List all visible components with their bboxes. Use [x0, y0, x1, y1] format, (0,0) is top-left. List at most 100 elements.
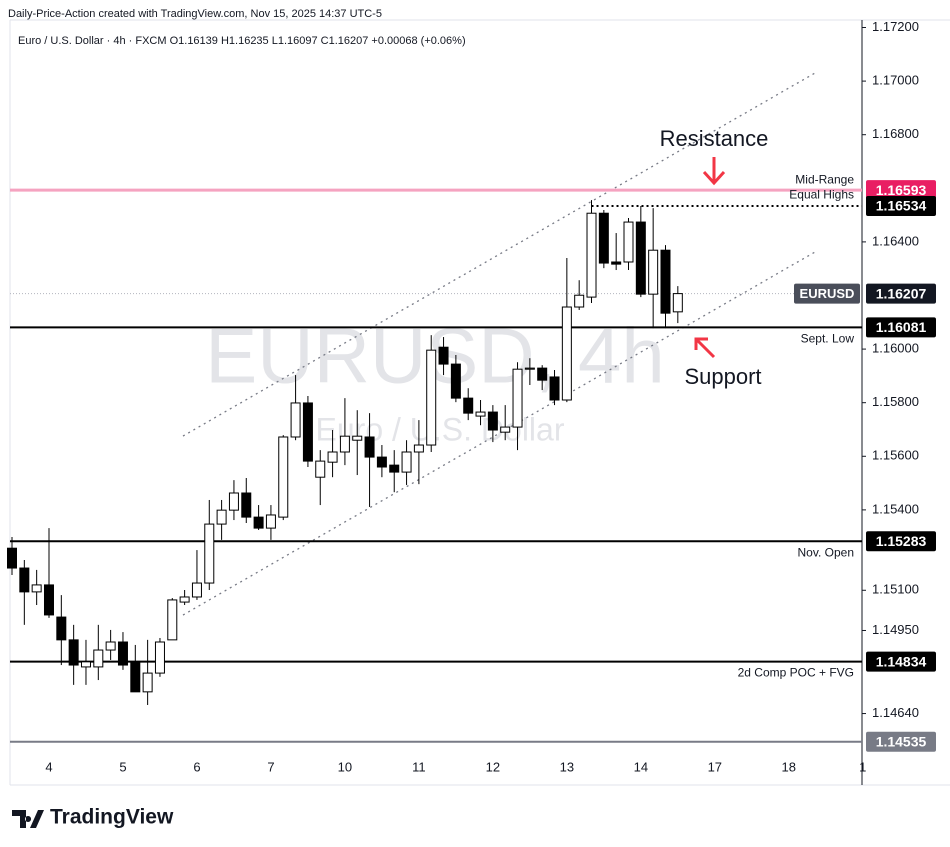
candle-body — [401, 451, 412, 473]
price-tag — [866, 317, 936, 338]
candle-body — [413, 444, 424, 453]
candle-body — [142, 672, 153, 693]
candle-body — [500, 426, 511, 433]
candle-body — [364, 436, 375, 458]
x-tick-label: 7 — [267, 759, 274, 774]
candle-body — [130, 662, 141, 693]
candle-body — [623, 221, 634, 263]
candle-body — [179, 596, 190, 603]
candle-body — [549, 376, 560, 401]
price-tag-label: 1.16207 — [876, 285, 927, 301]
support-arrow — [694, 337, 716, 359]
price-tag — [866, 180, 936, 201]
y-tick-label: 1.14950 — [872, 622, 919, 637]
candle-body — [228, 492, 239, 511]
price-tag-label: 1.16534 — [876, 198, 927, 214]
candle-body — [80, 661, 91, 668]
candle-body — [537, 367, 548, 381]
y-tick-label: 1.15100 — [872, 582, 919, 597]
candle-body — [31, 584, 42, 593]
candle-body — [561, 306, 572, 401]
candle-body — [43, 584, 54, 616]
price-tag — [866, 651, 936, 672]
candle-body — [253, 516, 264, 529]
candle-body — [167, 599, 178, 641]
candle-body — [278, 436, 289, 518]
resistance-arrow — [702, 157, 726, 186]
candle-body — [216, 509, 227, 525]
level-note: Sept. Low — [801, 332, 855, 346]
candle-body — [265, 514, 276, 529]
candle-body — [7, 547, 17, 569]
level-note: Equal Highs — [789, 187, 854, 201]
candle-body — [438, 346, 449, 365]
y-tick-label: 1.15600 — [872, 448, 919, 463]
y-tick-label: 1.15800 — [872, 394, 919, 409]
candle-body — [191, 582, 202, 598]
y-tick-label: 1.16800 — [872, 126, 919, 141]
candle-body — [290, 402, 301, 438]
candle-body — [660, 249, 671, 314]
price-tag-label: 1.16081 — [876, 319, 927, 335]
candle-body — [93, 649, 104, 668]
y-tick-label: 1.16400 — [872, 233, 919, 248]
y-tick-label: 1.16000 — [872, 341, 919, 356]
candle-body — [611, 261, 622, 265]
candle-body — [450, 363, 461, 399]
candle-body — [339, 435, 350, 453]
brand: TradingView — [50, 806, 174, 829]
price-tag — [866, 283, 936, 304]
candle-body — [463, 397, 474, 414]
candle-body — [512, 368, 523, 428]
y-tick-label: 1.17200 — [872, 19, 919, 34]
candle-body — [574, 294, 585, 308]
candle-body — [376, 456, 387, 468]
candle-body — [352, 435, 363, 441]
x-tick-label: 12 — [486, 759, 500, 774]
level-note: Mid-Range — [795, 172, 854, 186]
x-tick-label: 17 — [708, 759, 722, 774]
candle-body — [241, 492, 252, 518]
candle-body — [524, 367, 535, 370]
x-tick-label: 6 — [193, 759, 200, 774]
price-tag — [866, 731, 936, 752]
credit: Daily-Price-Action created with TradingV… — [8, 8, 382, 20]
logo-icon — [12, 810, 44, 828]
candle-body — [68, 639, 79, 666]
channel-upper — [182, 72, 816, 437]
x-tick-label: 13 — [560, 759, 574, 774]
candle-body — [426, 349, 437, 446]
x-tick-label: 1 — [859, 759, 866, 774]
x-tick-label: 4 — [45, 759, 52, 774]
price-tag-label: 1.15283 — [876, 533, 927, 549]
candle-body — [487, 411, 498, 431]
marks: 1.17200 1.17000 1.16800 1.16400 1.16000 1.158… — [7, 19, 936, 774]
price-tag-label: 1.14535 — [876, 733, 927, 749]
candle-body — [389, 464, 400, 473]
candle-body — [648, 249, 659, 295]
level-note: Nov. Open — [798, 545, 854, 559]
y-tick-label: 1.17000 — [872, 73, 919, 88]
level-name-tag — [794, 283, 860, 304]
candle-body — [315, 460, 326, 478]
price-tag-label: 1.16593 — [876, 182, 927, 198]
candle-body — [586, 212, 597, 298]
candle-body — [154, 641, 165, 674]
resistance-label: Resistance — [660, 126, 769, 151]
candle-body — [635, 221, 646, 295]
level-name: EURUSD — [800, 286, 855, 301]
candle-body — [56, 616, 67, 641]
x-tick-label: 10 — [338, 759, 352, 774]
x-tick-label: 5 — [119, 759, 126, 774]
price-tag — [866, 531, 936, 552]
candle-body — [598, 212, 609, 264]
candle-body — [327, 451, 338, 463]
y-tick-label: 1.15400 — [872, 501, 919, 516]
x-tick-label: 14 — [634, 759, 648, 774]
candle-body — [19, 567, 30, 593]
y-tick-label: 1.14640 — [872, 705, 919, 720]
candle-body — [105, 641, 116, 651]
candle-body — [117, 641, 128, 666]
